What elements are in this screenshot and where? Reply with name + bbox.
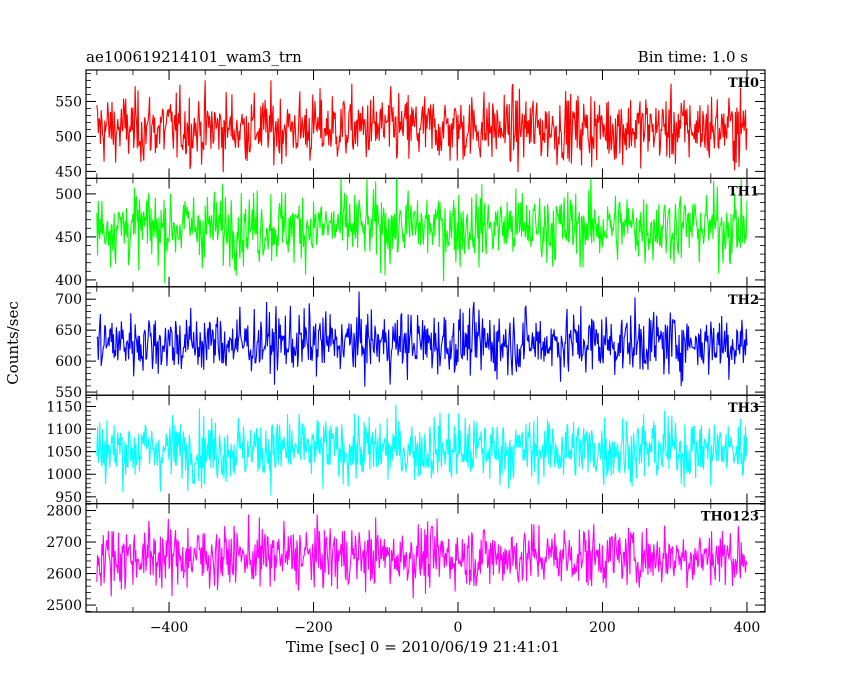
y-tick-label: 550 [55, 94, 82, 110]
panel-frame [85, 177, 766, 288]
panel-th0123: 2500 2600 2700 2800 TH0123 [46, 503, 766, 614]
panels-group: 450 500 550 TH0 400 450 500 TH1 550 600 650 700 TH2 9… [46, 69, 766, 614]
panel-label-th2: TH2 [728, 293, 759, 308]
y-tick-label: 550 [55, 385, 82, 401]
panel-label-th0123: TH0123 [701, 510, 759, 525]
series-line-th0123 [96, 514, 748, 599]
panel-th3: 950 1000 1050 1100 1150 TH3 [46, 394, 766, 506]
y-tick-label: 450 [55, 164, 82, 180]
y-tick-label: 950 [55, 490, 82, 506]
y-tick-label: 400 [55, 273, 82, 289]
x-axis: −400 −200 0 200 400 [150, 620, 760, 636]
panel-th1: 400 450 500 TH1 [55, 177, 766, 289]
x-tick-label: −200 [294, 620, 332, 636]
x-tick-label: −400 [150, 620, 188, 636]
x-axis-label: Time [sec] 0 = 2010/06/19 21:41:01 [286, 638, 560, 656]
series-line-th3 [96, 404, 748, 496]
chart-title-left: ae100619214101_wam3_trn [86, 48, 302, 66]
panel-th0: 450 500 550 TH0 [55, 69, 766, 180]
chart-title-right: Bin time: 1.0 s [638, 48, 748, 66]
series-line-th0 [96, 80, 748, 173]
x-tick-label: 400 [734, 620, 761, 636]
series-line-th2 [96, 291, 748, 387]
y-tick-label: 600 [55, 354, 82, 370]
y-tick-label: 2800 [46, 504, 82, 520]
panel-frame [85, 503, 766, 613]
panel-th2: 550 600 650 700 TH2 [55, 286, 766, 401]
y-tick-label: 700 [55, 292, 82, 308]
y-tick-label: 1100 [46, 422, 82, 438]
y-tick-label: 500 [55, 129, 82, 145]
y-axis-label: Counts/sec [4, 301, 22, 385]
y-tick-label: 500 [55, 187, 82, 203]
panel-label-th1: TH1 [728, 184, 759, 199]
y-tick-label: 2700 [46, 535, 82, 551]
y-tick-label: 1150 [46, 399, 82, 415]
y-tick-label: 450 [55, 230, 82, 246]
panel-label-th0: TH0 [728, 76, 759, 91]
y-tick-label: 2600 [46, 567, 82, 583]
x-tick-label: 200 [589, 620, 616, 636]
y-tick-label: 1050 [46, 445, 82, 461]
panel-label-th3: TH3 [728, 401, 759, 416]
x-tick-label: 0 [454, 620, 463, 636]
y-tick-label: 1000 [46, 467, 82, 483]
series-line-th1 [96, 178, 748, 284]
y-tick-label: 2500 [46, 598, 82, 614]
y-tick-label: 650 [55, 323, 82, 339]
